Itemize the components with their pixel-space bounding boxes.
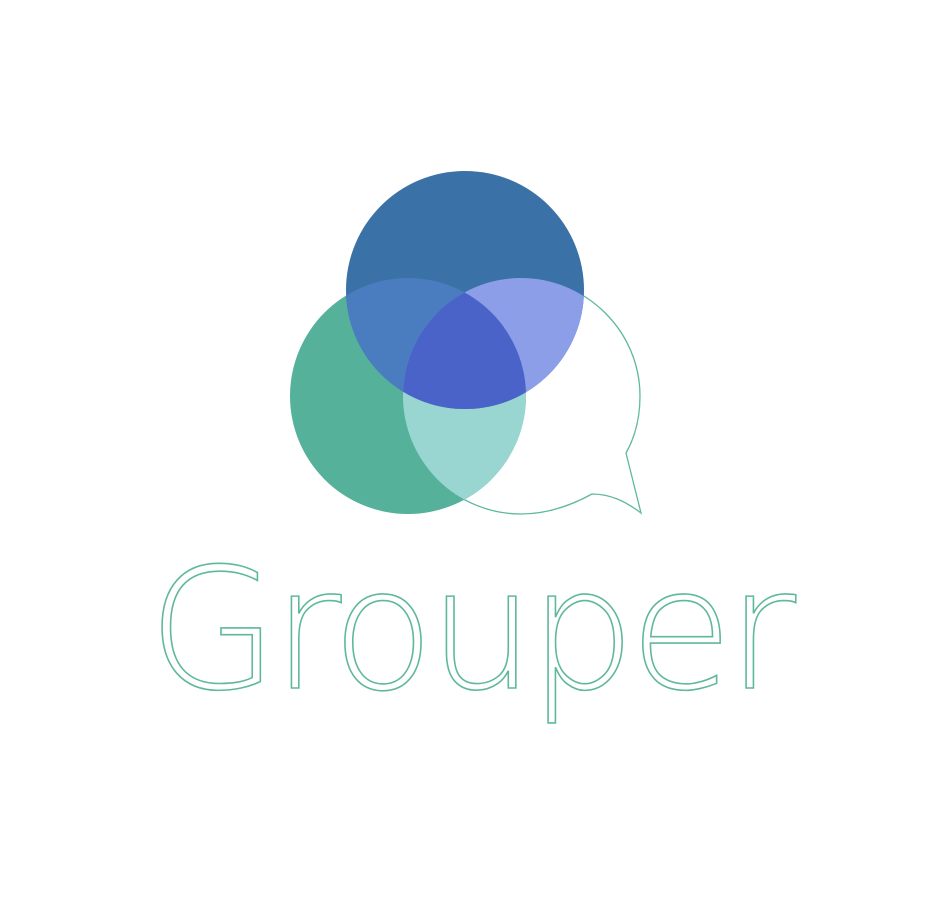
wordmark: Grouper — [147, 540, 802, 729]
brand-name: Grouper — [148, 540, 796, 728]
speech-bubble-venn-logo-icon — [290, 171, 643, 515]
